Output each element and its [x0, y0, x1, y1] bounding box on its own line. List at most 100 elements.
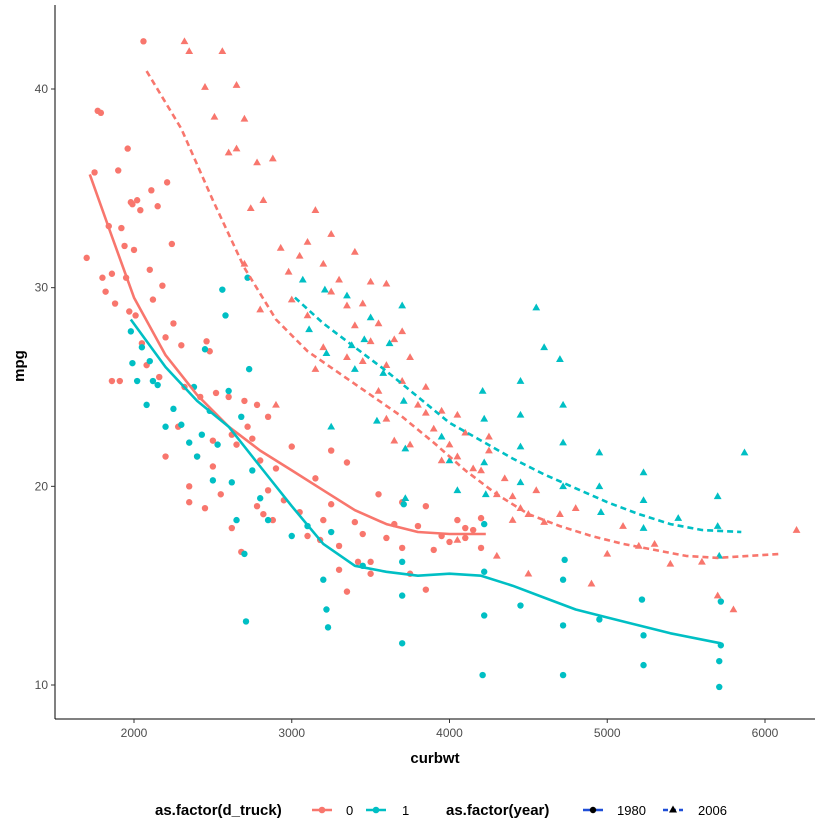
data-point-circle	[129, 201, 136, 208]
data-point-triangle	[469, 464, 478, 472]
data-point-circle	[430, 546, 437, 554]
data-point-triangle	[437, 456, 446, 464]
data-point-circle	[398, 592, 406, 599]
data-point-circle	[446, 538, 453, 546]
data-point-circle	[398, 558, 406, 566]
y-tick-label: 20	[35, 479, 49, 493]
data-point-triangle	[366, 337, 375, 345]
data-point-circle	[124, 145, 131, 152]
data-point-circle	[217, 491, 224, 498]
data-point-triangle	[414, 400, 422, 408]
data-point-triangle	[666, 559, 675, 567]
data-point-triangle	[311, 206, 320, 213]
data-point-circle	[343, 459, 351, 466]
data-point-triangle	[478, 386, 487, 394]
data-point-triangle	[327, 287, 336, 295]
data-point-circle	[245, 365, 253, 373]
data-point-circle	[367, 570, 374, 577]
data-point-triangle	[382, 414, 391, 422]
data-point-circle	[327, 501, 335, 508]
data-point-circle	[242, 618, 250, 625]
data-point-circle	[133, 197, 141, 204]
x-tick-label: 4000	[436, 726, 463, 740]
data-point-circle	[422, 503, 430, 510]
data-point-circle	[111, 300, 119, 307]
data-point-triangle	[298, 275, 307, 283]
data-point-circle	[477, 544, 485, 552]
data-point-circle	[186, 439, 193, 446]
legend-key-truck-1	[366, 806, 386, 814]
data-point-triangle	[401, 494, 410, 502]
data-point-circle	[260, 510, 267, 518]
data-point-triangle	[597, 508, 605, 515]
data-point-circle	[209, 463, 217, 470]
data-point-triangle	[508, 492, 517, 500]
data-point-triangle	[366, 313, 375, 321]
data-point-triangle	[390, 436, 399, 444]
data-point-circle	[214, 441, 221, 448]
data-point-circle	[477, 514, 485, 522]
x-tick-label: 5000	[594, 726, 621, 740]
data-point-circle	[118, 224, 125, 232]
data-point-circle	[304, 532, 311, 540]
data-point-triangle	[327, 422, 336, 430]
legend-key-year-1980-point	[589, 806, 597, 814]
data-point-circle	[640, 661, 647, 669]
data-point-circle	[312, 475, 319, 482]
data-point-triangle	[343, 291, 351, 299]
data-point-circle	[225, 387, 232, 395]
data-point-circle	[108, 377, 116, 385]
data-point-circle	[481, 568, 488, 575]
data-point-circle	[154, 203, 161, 210]
data-point-triangle	[374, 319, 383, 327]
data-point-circle	[288, 532, 295, 540]
ticks-layer: 2000 3000 4000 5000 6000 10 20 30 40	[35, 82, 779, 740]
legend-key-year-1980	[583, 806, 603, 814]
data-point-circle	[264, 516, 272, 524]
data-point-circle	[209, 477, 217, 484]
legend-label-truck-0: 0	[346, 803, 353, 818]
data-point-triangle	[256, 305, 265, 313]
data-point-triangle	[429, 424, 438, 432]
data-point-circle	[91, 169, 98, 176]
data-point-circle	[132, 312, 139, 319]
data-point-circle	[320, 516, 327, 524]
data-point-triangle	[311, 365, 320, 372]
data-point-circle	[238, 413, 245, 420]
data-point-triangle	[540, 518, 549, 525]
data-point-circle	[716, 683, 723, 691]
data-point-circle	[561, 556, 568, 564]
data-point-triangle	[603, 549, 612, 557]
data-point-triangle	[224, 148, 233, 156]
data-point-circle	[143, 401, 150, 409]
data-point-triangle	[382, 279, 391, 287]
data-point-triangle	[374, 386, 383, 394]
data-point-triangle	[480, 458, 489, 466]
smooth-line	[145, 70, 781, 560]
data-point-circle	[462, 524, 469, 532]
data-point-triangle	[571, 504, 580, 511]
data-point-triangle	[595, 482, 604, 490]
data-point-triangle	[492, 551, 501, 559]
data-point-triangle	[516, 442, 525, 450]
data-point-circle	[343, 588, 351, 595]
data-point-circle	[102, 288, 109, 295]
data-point-triangle	[320, 285, 329, 293]
legend-title-truck: as.factor(d_truck)	[155, 802, 282, 819]
data-point-circle	[201, 504, 209, 512]
data-point-circle	[228, 524, 236, 532]
data-point-triangle	[201, 83, 209, 90]
data-point-circle	[264, 413, 272, 420]
data-point-triangle	[559, 438, 567, 446]
data-point-circle	[148, 187, 155, 194]
data-point-circle	[146, 357, 153, 365]
legend-label-truck-1: 1	[402, 803, 409, 818]
data-point-circle	[469, 526, 477, 534]
data-point-circle	[228, 479, 236, 486]
data-point-triangle	[639, 496, 648, 504]
data-point-triangle	[559, 482, 567, 490]
data-point-triangle	[639, 468, 648, 476]
data-point-triangle	[421, 408, 430, 416]
data-point-circle	[462, 534, 469, 542]
data-point-circle	[222, 312, 229, 319]
